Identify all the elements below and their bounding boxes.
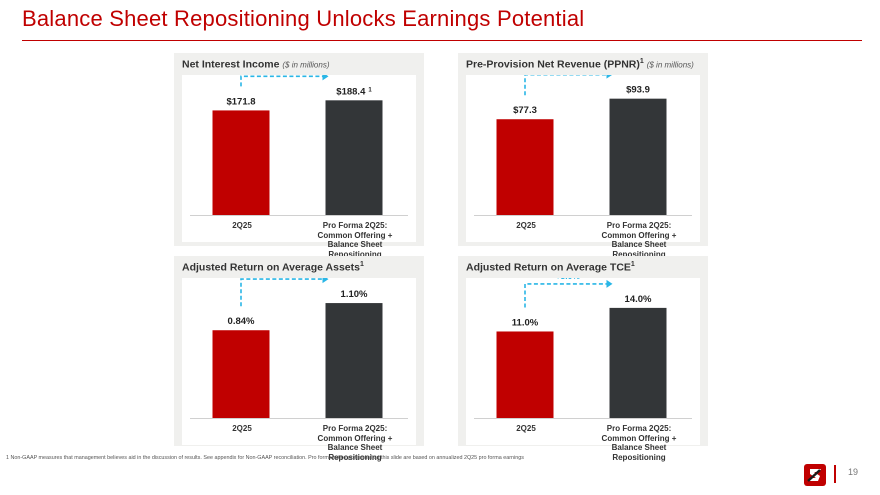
bar-2q25	[212, 110, 270, 215]
data-label: $171.8	[226, 96, 255, 107]
bar-pro-forma	[609, 307, 667, 418]
change-arrow-head	[322, 278, 329, 284]
change-arrow-line	[524, 75, 607, 96]
chart-panel-net-interest-income: Net Interest Income ($ in millions) $171…	[174, 53, 424, 259]
change-arrow-line	[240, 75, 323, 87]
chart-title: Pre-Provision Net Revenue (PPNR)1 ($ in …	[466, 58, 694, 71]
page-title: Balance Sheet Repositioning Unlocks Earn…	[22, 6, 585, 31]
data-label: 14.0%	[625, 294, 652, 305]
page-number: 19	[848, 467, 859, 477]
chart-panel-adjusted-rotce: Adjusted Return on Average TCE1 11.0% 14.…	[458, 256, 708, 462]
change-arrow-head	[606, 75, 612, 79]
x-tick-label-pro-forma: Pro Forma 2Q25: Common Offering + Balance …	[601, 424, 677, 462]
data-label: $77.3	[513, 105, 537, 116]
change-label: +3.0%	[556, 278, 581, 281]
bar-pro-forma	[325, 303, 383, 418]
x-tick-label-current: 2Q25	[232, 424, 252, 433]
chart-plot-area: 0.84%1.10%+26bps 2Q25 Pro Forma 2Q25:Com…	[182, 278, 416, 462]
bar-pro-forma	[609, 98, 667, 215]
title-divider	[22, 40, 862, 41]
footnote: 1 Non-GAAP measures that management beli…	[6, 455, 524, 461]
data-label: $93.9	[626, 85, 650, 96]
x-tick-label-pro-forma: Pro Forma 2Q25: Common Offering + Balance …	[317, 221, 393, 259]
change-arrow-head	[606, 279, 613, 288]
x-tick-label-current: 2Q25	[516, 221, 536, 230]
page-number-divider	[834, 465, 836, 483]
chart-title: Net Interest Income ($ in millions)	[182, 58, 330, 71]
data-label-footnote-mark: 1	[368, 87, 372, 93]
chart-plot-area: $77.3$93.9+21% 2Q25 Pro Forma 2Q25:Commo…	[466, 75, 700, 259]
x-tick-label-pro-forma: Pro Forma 2Q25: Common Offering + Balance …	[317, 424, 393, 462]
chart-panel-ppnr: Pre-Provision Net Revenue (PPNR)1 ($ in …	[458, 53, 708, 259]
data-label: $188.4 1	[336, 86, 372, 97]
chart-panel-adjusted-roaa: Adjusted Return on Average Assets1 0.84%…	[174, 256, 424, 462]
bar-2q25	[496, 331, 554, 418]
data-label: 0.84%	[228, 316, 255, 327]
bar-pro-forma	[325, 100, 383, 215]
data-label: 11.0%	[512, 317, 539, 328]
chart-plot-area: $171.8$188.41+10% 2Q25 Pro Forma 2Q25:Co…	[182, 75, 416, 259]
x-tick-label-current: 2Q25	[232, 221, 252, 230]
chart-title: Adjusted Return on Average Assets1	[182, 261, 364, 274]
chart-title: Adjusted Return on Average TCE1	[466, 261, 635, 274]
bar-2q25	[212, 330, 270, 418]
change-arrow-line	[240, 278, 323, 307]
change-arrow-line	[524, 283, 607, 308]
bar-2q25	[496, 119, 554, 215]
change-arrow-head	[322, 75, 329, 81]
data-label: 1.10%	[341, 289, 368, 300]
x-tick-label-pro-forma: Pro Forma 2Q25: Common Offering + Balance …	[601, 221, 677, 259]
company-logo-icon	[804, 464, 826, 486]
x-tick-label-current: 2Q25	[516, 424, 536, 433]
chart-plot-area: 11.0% 14.0% +3.0% 2Q25 Pro Forma 2Q25:Comm…	[466, 278, 700, 462]
